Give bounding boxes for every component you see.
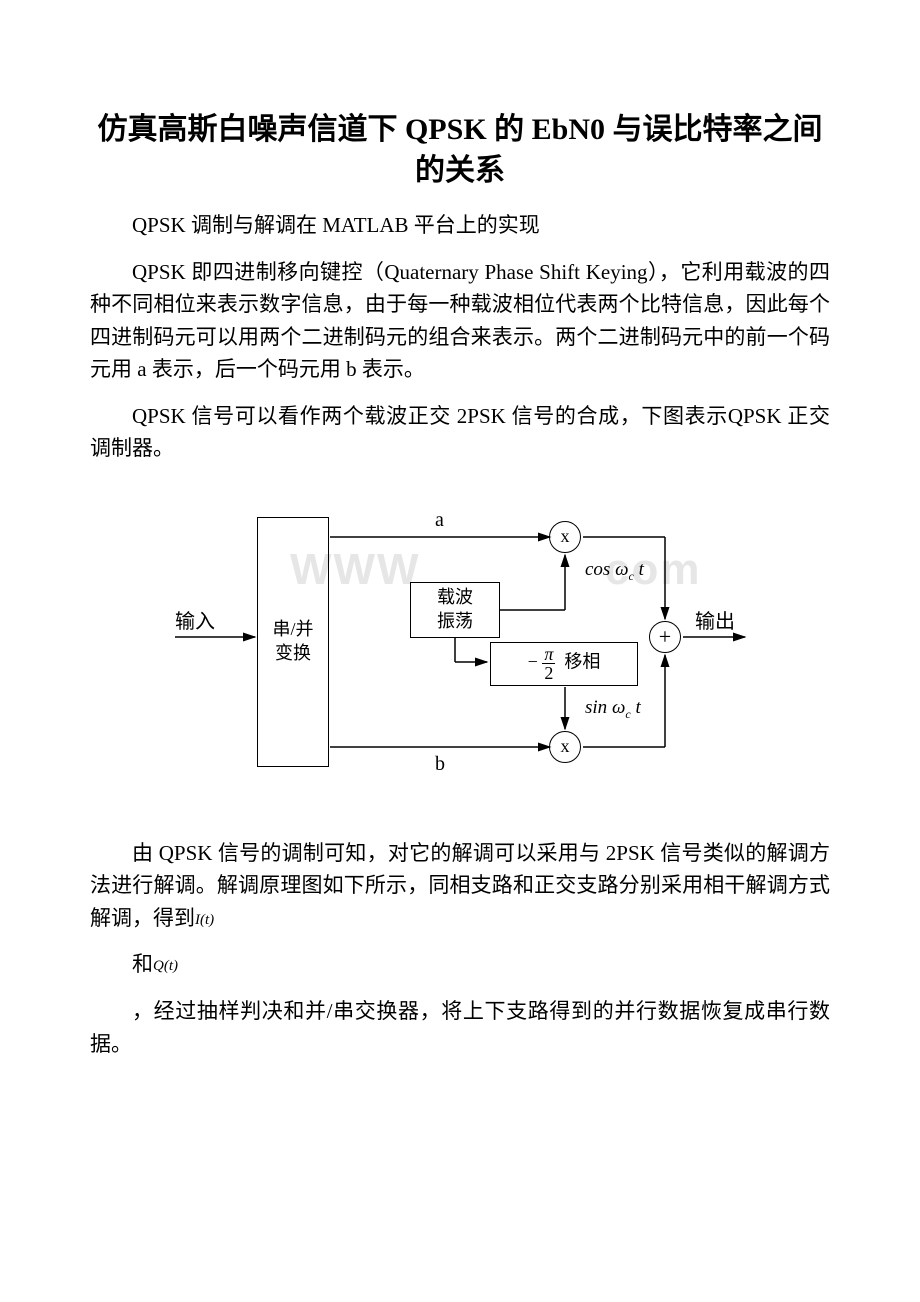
paragraph-1: QPSK 调制与解调在 MATLAB 平台上的实现	[90, 209, 830, 242]
page-title: 仿真高斯白噪声信道下 QPSK 的 EbN0 与误比特率之间的关系	[90, 110, 830, 191]
inline-math-qt: Q(t)	[153, 958, 178, 974]
paragraph-2: QPSK 即四进制移向键控（Quaternary Phase Shift Key…	[90, 256, 830, 386]
paragraph-3: QPSK 信号可以看作两个载波正交 2PSK 信号的合成，下图表示QPSK 正交…	[90, 400, 830, 465]
modulator-diagram: WWW com	[90, 487, 830, 807]
paragraph-6: ，经过抽样判决和并/串交换器，将上下支路得到的并行数据恢复成串行数据。	[90, 995, 830, 1060]
paragraph-4: 由 QPSK 信号的调制可知，对它的解调可以采用与 2PSK 信号类似的解调方法…	[90, 837, 830, 935]
paragraph-5: 和Q(t)	[90, 948, 830, 981]
inline-math-it: I(t)	[195, 912, 214, 928]
